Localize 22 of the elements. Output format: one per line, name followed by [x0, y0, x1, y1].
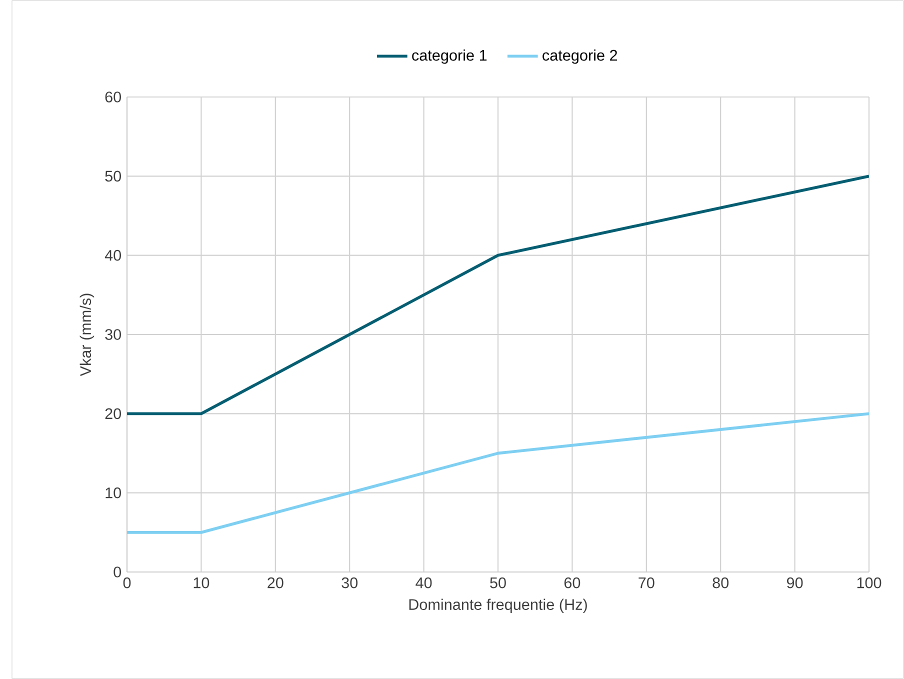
y-tick-label: 10 — [106, 487, 122, 498]
y-tick-label: 50 — [105, 170, 122, 182]
legend-label: categorie 1 — [412, 49, 487, 64]
y-tick-label: 30 — [105, 329, 122, 340]
x-tick-label: 0 — [123, 577, 131, 588]
y-tick-label: 40 — [104, 250, 122, 261]
x-tick-label: 30 — [342, 577, 358, 588]
y-axis-title: Vkar (mm/s) — [80, 294, 94, 376]
x-axis-title: Dominante frequentie (Hz) — [409, 598, 587, 614]
legend-label: categorie 2 — [542, 49, 618, 64]
x-tick-label: 60 — [564, 577, 580, 588]
y-tick-label: 60 — [105, 92, 122, 102]
x-tick-label: 100 — [857, 577, 882, 588]
y-tick-label: 0 — [114, 566, 122, 578]
x-tick-label: 20 — [268, 577, 284, 588]
x-tick-label: 10 — [194, 577, 210, 588]
x-tick-label: 70 — [638, 577, 654, 588]
x-tick-label: 40 — [416, 577, 432, 588]
x-tick-label: 80 — [712, 577, 729, 588]
x-tick-label: 50 — [490, 577, 506, 588]
y-tick-label: 20 — [105, 408, 122, 420]
x-tick-label: 90 — [786, 577, 803, 588]
